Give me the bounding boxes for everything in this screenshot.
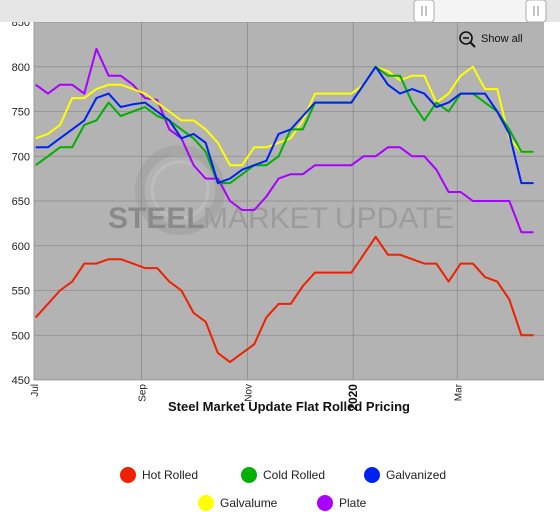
navigator-selected[interactable] — [424, 0, 536, 22]
watermark-update: UPDATE — [335, 202, 454, 235]
x-tick-label: 2020 — [346, 384, 360, 411]
legend-marker[interactable] — [198, 495, 214, 511]
legend-marker[interactable] — [364, 467, 380, 483]
legend-label[interactable]: Plate — [339, 496, 367, 510]
legend-item-hot-rolled[interactable]: Hot Rolled — [120, 467, 198, 483]
legend-label[interactable]: Cold Rolled — [263, 468, 325, 482]
watermark: STEEL MARKET UPDATE — [108, 145, 454, 235]
legend-marker[interactable] — [120, 467, 136, 483]
show-all-label[interactable]: Show all — [481, 33, 523, 45]
legend-label[interactable]: Hot Rolled — [142, 468, 198, 482]
series-line-plate[interactable] — [35, 47, 534, 234]
series-line-hot-rolled[interactable] — [34, 235, 534, 364]
legend: Hot Rolled Cold Rolled Galvanized Galvalume… — [120, 467, 446, 511]
watermark-market: MARKET — [203, 202, 328, 235]
x-axis-ticks: Jul Sep Nov 2020 Mar — [30, 383, 464, 410]
show-all-button[interactable]: Show all — [459, 31, 523, 48]
y-tick-label: 650 — [12, 196, 30, 208]
legend-label[interactable]: Galvalume — [220, 496, 278, 510]
navigator-handle-left[interactable] — [413, 0, 435, 23]
x-tick-label: Sep — [138, 384, 149, 402]
y-tick-label: 600 — [12, 241, 30, 253]
legend-item-cold-rolled[interactable]: Cold Rolled — [241, 467, 325, 483]
navigator-handle-right[interactable] — [525, 0, 547, 23]
legend-item-galvanized[interactable]: Galvanized — [364, 467, 446, 483]
legend-item-galvalume[interactable]: Galvalume — [198, 495, 278, 511]
x-tick-label: Mar — [453, 383, 464, 401]
x-tick-label: Nov — [243, 384, 254, 402]
series-line-galvanized[interactable] — [35, 65, 534, 185]
legend-marker[interactable] — [317, 495, 333, 511]
watermark-logo — [135, 145, 225, 235]
series-lines — [34, 47, 534, 364]
legend-marker[interactable] — [241, 467, 257, 483]
y-tick-label: 500 — [12, 330, 30, 342]
range-navigator[interactable] — [0, 0, 560, 23]
y-tick-label: 550 — [12, 286, 30, 298]
y-tick-label: 800 — [12, 62, 30, 74]
legend-label[interactable]: Galvanized — [386, 468, 446, 482]
watermark-steel: STEEL — [108, 202, 205, 235]
chart-title: Steel Market Update Flat Rolled Pricing — [168, 399, 410, 414]
legend-item-plate[interactable]: Plate — [317, 495, 367, 511]
x-tick-label: Jul — [30, 384, 41, 397]
y-tick-label: 450 — [12, 375, 30, 387]
y-tick-label: 700 — [12, 151, 30, 163]
y-tick-label: 750 — [12, 107, 30, 119]
zoom-out-icon[interactable] — [459, 31, 473, 45]
series-line-cold-rolled[interactable] — [35, 65, 534, 185]
